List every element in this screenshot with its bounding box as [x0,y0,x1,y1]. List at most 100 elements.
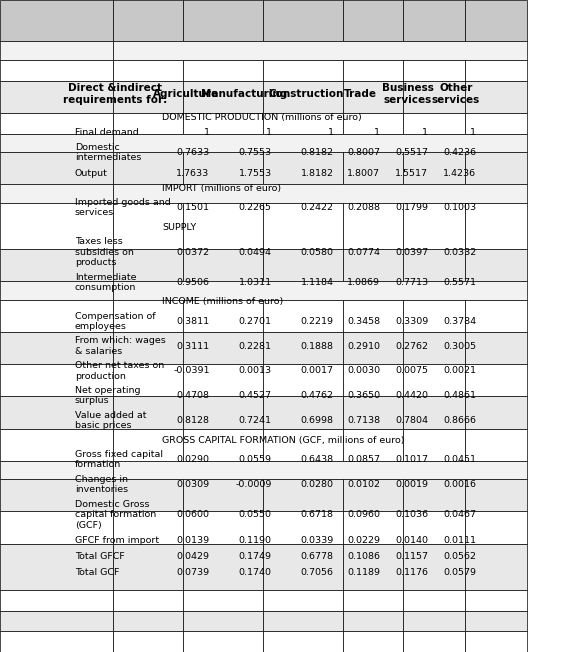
Text: 0.3650: 0.3650 [347,391,380,400]
Bar [113,631,183,652]
Bar [0,203,113,249]
Text: 0.6718: 0.6718 [301,510,333,519]
Bar [343,113,403,134]
Text: 0.1501: 0.1501 [176,203,210,213]
Text: 0.1017: 0.1017 [395,455,428,464]
Text: 0.0451: 0.0451 [443,455,476,464]
Text: 0.0339: 0.0339 [300,536,333,545]
Bar [113,60,183,81]
Bar [113,479,183,511]
Bar [465,299,527,332]
Text: Imported goods and
services: Imported goods and services [74,198,171,217]
Bar [0,0,113,42]
Bar [0,81,113,113]
Bar [113,590,183,610]
Text: Construction: Construction [269,89,344,99]
Bar [343,428,403,461]
Text: Intermediate
consumption: Intermediate consumption [74,273,136,292]
Text: Taxes less
subsidies on
products: Taxes less subsidies on products [74,237,134,267]
Text: 0.0021: 0.0021 [443,366,476,376]
Bar [183,428,263,461]
Text: 0.0559: 0.0559 [238,455,272,464]
Bar [465,631,527,652]
Text: 0.1157: 0.1157 [395,552,428,561]
Text: DOMESTIC PRODUCTION (millions of euro): DOMESTIC PRODUCTION (millions of euro) [162,113,362,122]
Text: 0.0016: 0.0016 [443,480,476,489]
Text: 0.3458: 0.3458 [347,317,380,326]
Bar [183,60,263,81]
Text: 0.0550: 0.0550 [238,510,272,519]
Bar [113,134,527,152]
Text: 0.2910: 0.2910 [347,342,380,351]
Bar [0,461,113,479]
Text: 0.3111: 0.3111 [176,342,210,351]
Text: 0.7804: 0.7804 [395,416,428,425]
Bar [465,511,527,544]
Text: Total GFCF: Total GFCF [74,552,124,561]
Text: Total GCF: Total GCF [74,568,119,577]
Bar [183,544,263,590]
Bar [465,249,527,281]
Bar [403,479,465,511]
Text: 0.0429: 0.0429 [176,552,210,561]
Text: GFCF from import: GFCF from import [74,536,159,545]
Text: 0.2088: 0.2088 [347,203,380,213]
Text: Other net taxes on
production: Other net taxes on production [74,361,164,381]
Bar [343,479,403,511]
Bar [183,81,263,113]
Bar [113,42,527,60]
Text: 1.8007: 1.8007 [347,169,380,177]
Bar [113,428,183,461]
Bar [113,364,183,396]
Text: 0.0372: 0.0372 [176,248,210,257]
Text: 0.0140: 0.0140 [395,536,428,545]
Text: 0.0111: 0.0111 [443,536,476,545]
Text: 0.5517: 0.5517 [395,148,428,157]
Text: Final demand: Final demand [74,128,139,137]
Bar [0,610,113,631]
Bar [0,113,113,134]
Text: 0.7241: 0.7241 [238,416,272,425]
Text: Business
services: Business services [382,83,434,105]
Bar [113,281,527,299]
Text: 0.4420: 0.4420 [395,391,428,400]
Text: 1.0869: 1.0869 [347,278,380,287]
Bar [113,203,183,249]
Bar [183,396,263,428]
Bar [465,152,527,185]
Text: SUPPLY: SUPPLY [162,223,197,231]
Text: 1: 1 [470,128,476,137]
Bar [343,364,403,396]
Bar [465,81,527,113]
Bar [403,81,465,113]
Bar [403,0,465,42]
Text: 0.8007: 0.8007 [347,148,380,157]
Text: 0.5571: 0.5571 [443,278,476,287]
Text: Compensation of
employees: Compensation of employees [74,312,155,331]
Text: 0.1888: 0.1888 [301,342,333,351]
Bar [465,544,527,590]
Bar [403,364,465,396]
Text: 0.0579: 0.0579 [443,568,476,577]
Text: IMPORT (millions of euro): IMPORT (millions of euro) [162,184,281,193]
Bar [113,511,183,544]
Bar [403,60,465,81]
Text: 0.1003: 0.1003 [443,203,476,213]
Text: 0.6998: 0.6998 [301,416,333,425]
Bar [113,81,183,113]
Bar [343,60,403,81]
Text: 0.0290: 0.0290 [176,455,210,464]
Bar [465,203,527,249]
Bar [0,42,113,60]
Bar [403,249,465,281]
Bar [0,364,113,396]
Text: Other
services: Other services [432,83,480,105]
Bar [113,0,183,42]
Bar [263,203,343,249]
Text: -0.0391: -0.0391 [173,366,210,376]
Text: 1.0311: 1.0311 [238,278,272,287]
Bar [263,249,343,281]
Bar [113,185,527,203]
Bar [0,249,113,281]
Text: 0.0739: 0.0739 [176,568,210,577]
